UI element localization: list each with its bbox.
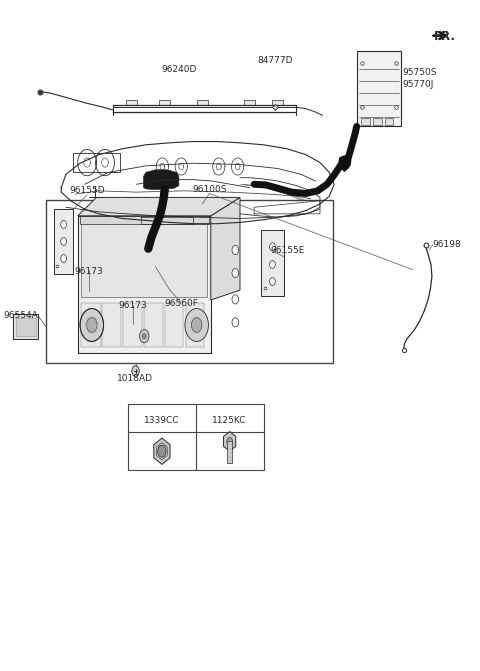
Text: 84777D: 84777D — [258, 56, 293, 65]
Circle shape — [232, 268, 239, 278]
Text: 96173: 96173 — [74, 267, 103, 276]
Polygon shape — [154, 438, 170, 464]
Polygon shape — [339, 156, 349, 171]
Bar — [78, 216, 211, 352]
Polygon shape — [144, 170, 179, 189]
Polygon shape — [78, 197, 240, 216]
Bar — [126, 100, 137, 105]
Circle shape — [61, 238, 66, 246]
Bar — [228, 442, 232, 463]
Bar — [102, 303, 121, 348]
Circle shape — [227, 437, 232, 446]
Circle shape — [270, 243, 276, 251]
Text: 1018AD: 1018AD — [117, 374, 153, 382]
Bar — [82, 222, 207, 297]
Text: 96554A: 96554A — [3, 311, 38, 320]
Circle shape — [140, 329, 149, 343]
Text: 95770J: 95770J — [402, 80, 433, 89]
Circle shape — [232, 318, 239, 327]
Bar — [159, 100, 170, 105]
Text: 96100S: 96100S — [192, 185, 227, 194]
Text: 96198: 96198 — [433, 240, 462, 249]
Bar — [357, 51, 401, 126]
Circle shape — [61, 254, 66, 262]
Circle shape — [86, 317, 97, 332]
Text: 96173: 96173 — [119, 301, 147, 311]
Bar — [385, 119, 393, 125]
Bar — [272, 100, 283, 105]
Circle shape — [192, 317, 202, 332]
Bar — [373, 119, 382, 125]
Circle shape — [185, 309, 208, 342]
Polygon shape — [211, 197, 240, 300]
Text: 96155D: 96155D — [69, 187, 105, 195]
Circle shape — [157, 446, 166, 457]
Circle shape — [61, 221, 66, 228]
Circle shape — [143, 333, 146, 339]
Text: 1339CC: 1339CC — [144, 416, 180, 425]
Bar — [16, 318, 36, 336]
Polygon shape — [224, 431, 236, 451]
Bar — [244, 100, 255, 105]
Text: 96560F: 96560F — [164, 299, 198, 309]
Text: 1125KC: 1125KC — [213, 416, 247, 425]
Circle shape — [232, 246, 239, 254]
Bar — [128, 404, 264, 470]
Bar — [82, 303, 101, 348]
Bar — [197, 100, 208, 105]
Bar — [80, 216, 209, 223]
Text: FR.: FR. — [434, 30, 456, 43]
Bar — [46, 200, 333, 363]
Circle shape — [270, 260, 276, 268]
Bar — [165, 303, 183, 348]
Text: 96155E: 96155E — [271, 246, 305, 254]
Bar — [186, 303, 204, 348]
Circle shape — [80, 309, 104, 342]
Circle shape — [270, 278, 276, 286]
Bar — [261, 230, 284, 296]
Text: 95750S: 95750S — [402, 68, 437, 77]
Bar — [144, 303, 163, 348]
Bar — [54, 209, 73, 274]
Circle shape — [232, 295, 239, 304]
Bar — [361, 119, 370, 125]
Bar — [13, 315, 38, 340]
Bar — [123, 303, 142, 348]
Circle shape — [132, 366, 139, 376]
Text: 96240D: 96240D — [161, 64, 196, 74]
